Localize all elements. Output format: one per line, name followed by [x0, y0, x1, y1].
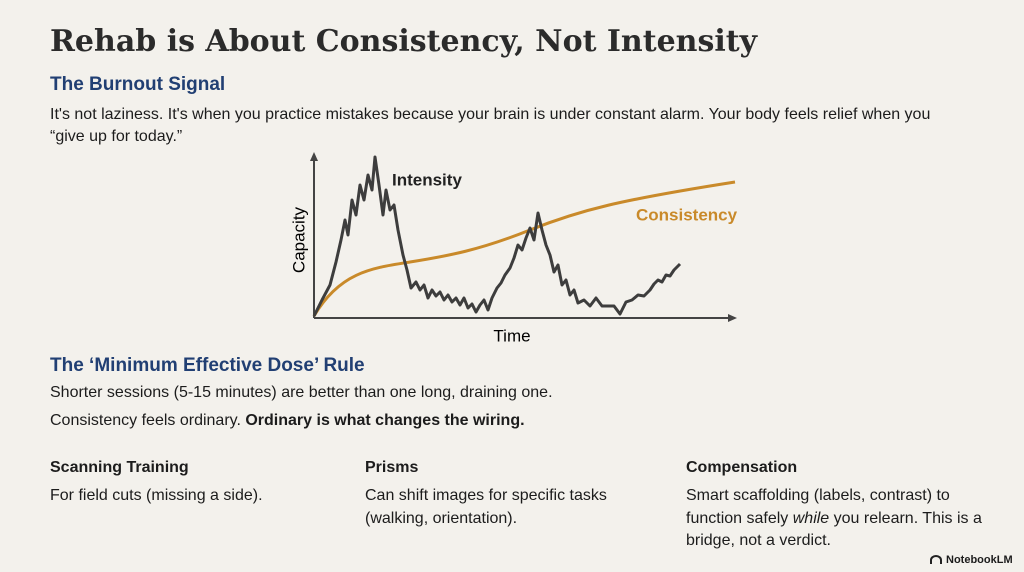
column-heading: Scanning Training [50, 459, 189, 476]
footer-text: NotebookLM [946, 554, 1013, 566]
y-axis-label: Capacity [289, 206, 308, 273]
line-label: Consistency [636, 205, 738, 224]
footer-logo: NotebookLM [930, 554, 1013, 566]
section-heading: The Burnout Signal [50, 74, 226, 95]
paragraph: It's not laziness. It's when you practic… [50, 106, 931, 145]
column: Prisms Can shift images for specific tas… [365, 459, 650, 530]
text: Consistency feels ordinary. [50, 412, 241, 429]
italic-text: while [792, 509, 830, 527]
bold-text: Ordinary is what changes the wiring. [245, 412, 525, 429]
section-heading: The ‘Minimum Effective Dose’ Rule [50, 355, 365, 376]
column-heading: Prisms [365, 459, 419, 476]
column: Scanning Training For field cuts (missin… [50, 459, 360, 508]
column-heading: Compensation [686, 459, 798, 476]
column: Compensation Smart scaffolding (labels, … [686, 459, 986, 553]
text: you relearn. This is a bridge, not a ver… [686, 509, 982, 550]
intensity-curve [312, 155, 682, 317]
title: Rehab is About Consistency, Not Intensit… [50, 24, 758, 59]
consistency-curve [312, 180, 736, 317]
paragraph: Shorter sessions (5-15 minutes) are bett… [50, 384, 553, 401]
column-text: Can shift images for specific tasks (wal… [365, 487, 607, 527]
x-axis-label: Time [493, 326, 530, 345]
logo-icon [930, 555, 942, 564]
column-text: For field cuts (missing a side). [50, 487, 263, 504]
line-label: Intensity [392, 170, 462, 189]
paragraph: Consistency feels ordinary. Ordinary is … [50, 410, 525, 432]
column-text: Smart scaffolding (labels, contrast) to … [686, 485, 986, 553]
text: Smart scaffolding (labels, contrast) to … [686, 487, 950, 527]
illustration: Capacity Time Intensity Consistency [289, 152, 738, 345]
